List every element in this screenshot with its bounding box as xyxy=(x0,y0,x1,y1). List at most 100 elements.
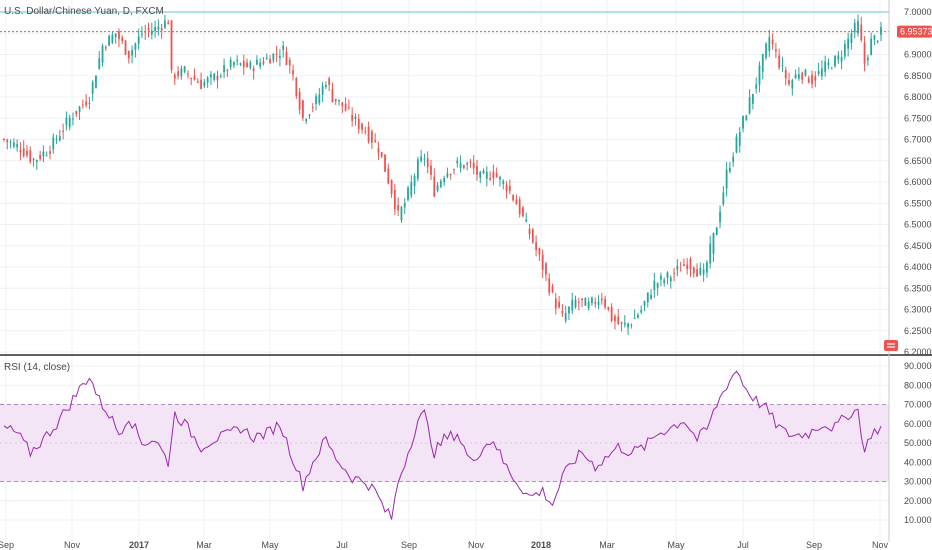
candle-body xyxy=(236,59,239,61)
candle-body xyxy=(840,57,843,62)
candle-body xyxy=(548,278,551,293)
candle-body xyxy=(807,78,810,83)
candle-body xyxy=(462,165,465,169)
candle-body xyxy=(170,20,173,70)
candle-body xyxy=(233,62,235,65)
candle-body xyxy=(315,96,317,105)
rsi-tick-label: 20.0000 xyxy=(904,496,932,506)
candle-body xyxy=(604,298,606,308)
candle-body xyxy=(850,33,853,43)
candle-body xyxy=(328,78,331,85)
candle-body xyxy=(413,175,416,187)
candle-body xyxy=(729,168,731,172)
candles xyxy=(3,14,882,335)
candle-body xyxy=(118,31,120,40)
candle-body xyxy=(127,50,130,59)
rsi-axis[interactable]: 90.0000 80.0000 70.0000 60.0000 50.0000 40.00… xyxy=(904,361,932,525)
price-tick-label: 6.30000 xyxy=(904,305,932,315)
candle-body xyxy=(78,106,81,112)
candle-body xyxy=(545,263,547,275)
candle-body xyxy=(144,31,147,33)
candle-body xyxy=(574,299,577,308)
candle-body xyxy=(554,298,557,309)
candle-body xyxy=(551,286,554,293)
price-axis[interactable]: 7.000006.950006.900006.850006.800006.750… xyxy=(904,7,932,357)
price-tick-label: 6.85000 xyxy=(904,71,932,81)
candle-body xyxy=(820,68,823,76)
time-tick-label: Jul xyxy=(336,540,348,550)
candle-body xyxy=(696,269,698,277)
candle-body xyxy=(9,141,12,143)
candle-body xyxy=(692,267,695,274)
candle-body xyxy=(748,97,751,114)
candle-body xyxy=(203,82,206,87)
candle-body xyxy=(630,324,633,326)
candle-body xyxy=(725,169,728,189)
candle-body xyxy=(380,152,383,157)
candle-body xyxy=(610,307,613,321)
candle-body xyxy=(246,62,248,68)
candle-body xyxy=(784,69,787,79)
price-tick-label: 6.20000 xyxy=(904,347,932,357)
candle-body xyxy=(282,45,285,50)
rsi-tick-label: 10.0000 xyxy=(904,515,932,525)
candle-body xyxy=(794,74,797,79)
candle-body xyxy=(650,294,652,299)
rsi-tick-label: 70.0000 xyxy=(904,400,932,410)
candle-body xyxy=(187,73,189,75)
candle-body xyxy=(587,301,590,309)
candle-body xyxy=(469,161,472,163)
current-price-tag: 6.95373 xyxy=(897,25,932,38)
time-tick-label: May xyxy=(261,540,279,550)
candle-body xyxy=(341,102,344,107)
candle-body xyxy=(397,204,400,211)
candle-body xyxy=(538,248,541,255)
candle-body xyxy=(600,298,603,301)
candle-body xyxy=(880,27,882,35)
rsi-tick-label: 60.0000 xyxy=(904,419,932,429)
candle-body xyxy=(426,158,429,168)
candle-body xyxy=(561,310,564,314)
price-tick-label: 6.65000 xyxy=(904,156,932,166)
time-axis[interactable]: Sep Nov 2017 Mar May Jul Sep Nov 2018 Mar May Jul Se… xyxy=(0,540,888,550)
candle-body xyxy=(738,132,741,146)
candle-body xyxy=(459,163,462,169)
candle-body xyxy=(393,189,396,210)
candle-body xyxy=(683,264,685,266)
candle-body xyxy=(712,232,715,254)
candle-body xyxy=(827,62,830,65)
candle-body xyxy=(443,177,446,182)
candle-body xyxy=(505,184,508,192)
candle-body xyxy=(384,154,386,172)
candle-body xyxy=(581,298,583,301)
candle-body xyxy=(512,195,515,201)
candle-body xyxy=(591,297,593,304)
candle-body xyxy=(6,139,9,142)
candle-body xyxy=(16,144,19,148)
candle-body xyxy=(223,65,225,73)
candle-body xyxy=(847,38,850,49)
candle-body xyxy=(430,165,432,175)
time-tick-label: Nov xyxy=(872,540,889,550)
flag-icon[interactable] xyxy=(884,340,898,351)
candle-body xyxy=(633,317,636,319)
time-tick-label: Mar xyxy=(196,540,212,550)
candle-body xyxy=(857,21,859,34)
candle-body xyxy=(351,114,354,121)
candle-body xyxy=(400,207,403,221)
time-tick-label: Sep xyxy=(401,540,417,550)
candle-body xyxy=(157,26,160,30)
candle-body xyxy=(535,242,538,250)
candle-body xyxy=(52,137,55,150)
candle-body xyxy=(124,40,127,55)
candle-body xyxy=(75,110,78,115)
current-price-box xyxy=(897,25,932,38)
candle-body xyxy=(830,68,833,70)
candle-body xyxy=(765,43,767,59)
candle-body xyxy=(141,33,143,35)
time-tick-label: May xyxy=(667,540,685,550)
candle-body xyxy=(137,36,140,44)
candle-body xyxy=(39,154,42,159)
candle-body xyxy=(722,192,725,205)
